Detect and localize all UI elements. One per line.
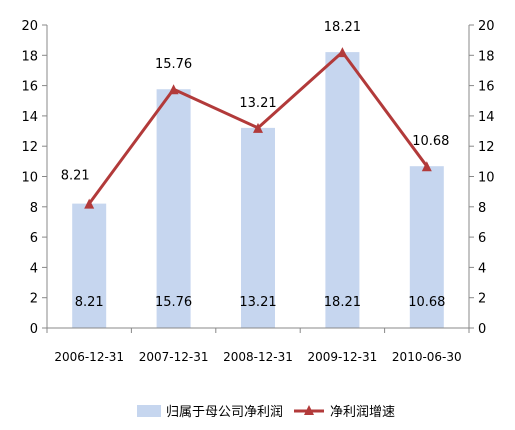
legend-line-label: 净利润增速 [330, 405, 395, 420]
bar-data-label: 8.21 [75, 295, 104, 310]
right-axis-tick-label: 20 [478, 19, 495, 34]
bar-data-label: 10.68 [408, 295, 445, 310]
right-axis: 0 2 4 6 8 10 12 14 16 18 20 [468, 19, 495, 337]
left-axis-tick-label: 16 [21, 80, 38, 95]
x-axis: 2006-12-31 2007-12-31 2008-12-31 2009-12-31… [46, 327, 470, 364]
right-axis-tick-label: 10 [478, 171, 495, 186]
x-axis-tick-label: 2006-12-31 [54, 350, 124, 364]
line-point-marker [168, 84, 179, 95]
x-axis-tick-label: 2010-06-30 [392, 350, 462, 364]
line-data-label: 18.21 [324, 20, 361, 35]
right-axis-tick-label: 18 [478, 49, 495, 64]
left-axis-tick-label: 10 [21, 171, 38, 186]
line-point-marker [253, 122, 263, 133]
line-series [84, 47, 432, 209]
bar-series [72, 52, 444, 329]
bar [156, 89, 191, 329]
left-axis: 0 2 4 6 8 10 12 14 16 18 20 [21, 19, 48, 337]
bar-data-labels: 8.21 15.76 13.21 18.21 10.68 [75, 295, 446, 310]
line-point-marker [84, 198, 95, 209]
legend-line-marker [304, 405, 314, 415]
legend: 归属于母公司净利润 净利润增速 [137, 405, 395, 420]
bar [325, 52, 360, 328]
left-axis-tick-label: 6 [30, 231, 38, 246]
left-axis-tick-label: 4 [30, 261, 38, 276]
left-axis-tick-label: 0 [30, 322, 38, 337]
right-axis-tick-label: 14 [478, 110, 495, 125]
right-axis-tick-label: 16 [478, 80, 495, 95]
line-data-labels: 8.21 15.76 13.21 18.21 10.68 [61, 20, 450, 184]
x-axis-tick-label: 2009-12-31 [308, 350, 378, 364]
line-point-marker [421, 161, 432, 172]
left-axis-tick-label: 12 [21, 140, 38, 155]
bar [72, 203, 107, 328]
bar [409, 166, 444, 328]
right-axis-tick-label: 0 [478, 322, 486, 337]
bar [241, 127, 275, 328]
right-axis-tick-label: 8 [478, 201, 486, 216]
x-axis-tick-label: 2007-12-31 [139, 350, 209, 364]
line-data-label: 10.68 [412, 134, 449, 149]
line-data-label: 13.21 [239, 96, 276, 111]
right-axis-tick-label: 6 [478, 231, 486, 246]
left-axis-tick-label: 14 [21, 110, 38, 125]
left-axis-tick-label: 2 [30, 292, 38, 307]
right-axis-tick-label: 12 [478, 140, 495, 155]
right-axis-tick-label: 4 [478, 261, 486, 276]
bar-data-label: 13.21 [239, 295, 276, 310]
line-data-label: 15.76 [155, 57, 192, 72]
line-point-marker [337, 47, 348, 58]
left-axis-tick-label: 18 [21, 49, 38, 64]
left-axis-tick-label: 8 [30, 201, 38, 216]
bar-data-label: 15.76 [155, 295, 192, 310]
x-axis-tick-label: 2008-12-31 [223, 350, 293, 364]
legend-bar-swatch [137, 405, 161, 417]
left-axis-tick-label: 20 [21, 19, 38, 34]
bar-data-label: 18.21 [324, 295, 361, 310]
right-axis-tick-label: 2 [478, 292, 486, 307]
legend-bar-label: 归属于母公司净利润 [166, 405, 283, 420]
line-data-label: 8.21 [61, 169, 90, 184]
